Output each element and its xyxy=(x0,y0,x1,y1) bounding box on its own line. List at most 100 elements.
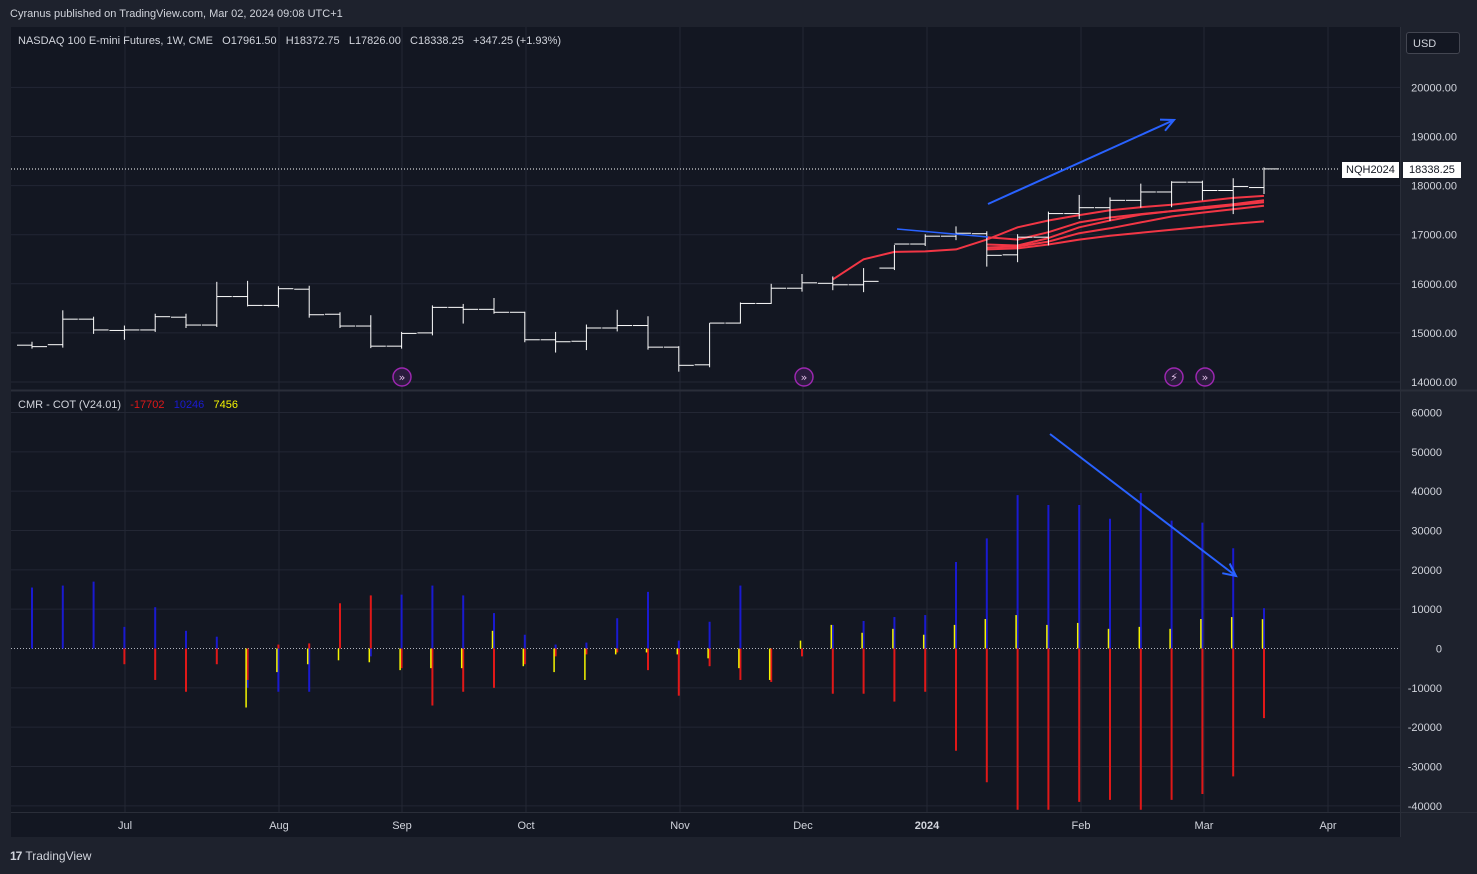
ohlc-bar xyxy=(109,325,140,340)
event-marker-glyph: » xyxy=(1202,371,1209,384)
ohlc-bar xyxy=(1156,181,1187,208)
time-tick-label: Nov xyxy=(670,820,690,832)
ohlc-bars xyxy=(17,167,1279,372)
ohlc-bar xyxy=(1064,194,1095,219)
price-tick-label: 17000.00 xyxy=(1411,230,1457,242)
time-tick-label: Aug xyxy=(269,820,289,832)
chart-area[interactable] xyxy=(11,27,1400,837)
indicator-tick-label: 40000 xyxy=(1411,486,1442,498)
indicator-value-red: -17702 xyxy=(130,399,165,411)
indicator-tick-label: -40000 xyxy=(1408,801,1442,813)
time-tick-label: Dec xyxy=(793,820,813,832)
ohlc-bar xyxy=(1125,183,1156,208)
trend-annotations xyxy=(896,118,1238,578)
event-marker-icon[interactable]: » xyxy=(392,367,412,387)
ohlc-bar xyxy=(17,341,47,349)
ohlc-bar xyxy=(232,280,263,307)
symbol-price-tag: NQH2024 xyxy=(1342,162,1399,178)
time-tick-label: Mar xyxy=(1195,820,1214,832)
price-tick-label: 16000.00 xyxy=(1411,279,1457,291)
legend-low: 17826.00 xyxy=(354,35,401,47)
ohlc-bar xyxy=(417,305,448,336)
time-axis: Jul Aug Sep Oct Nov Dec 2024 Feb Mar Apr xyxy=(118,820,1337,832)
ohlc-bar xyxy=(725,302,756,324)
event-marker-glyph: » xyxy=(801,371,808,384)
event-marker-circle xyxy=(1195,367,1215,387)
ohlc-bar xyxy=(694,322,725,368)
ohlc-bar xyxy=(78,316,109,334)
indicator-value-blue: 10246 xyxy=(173,399,205,411)
moving-average-line xyxy=(986,220,1265,251)
legend-open: 17961.50 xyxy=(230,35,277,47)
indicator-tick-label: -30000 xyxy=(1408,761,1442,773)
ohlc-bar xyxy=(663,346,694,372)
ohlc-bar xyxy=(140,313,171,332)
ohlc-bar xyxy=(1187,180,1218,201)
ohlc-bar xyxy=(879,243,910,271)
trend-arrow[interactable] xyxy=(987,118,1177,205)
time-tick-label: Sep xyxy=(392,820,412,832)
event-marker-icon[interactable]: » xyxy=(794,367,814,387)
price-tick-label: 18000.00 xyxy=(1411,181,1457,193)
ohlc-bar xyxy=(756,283,787,304)
ohlc-bar xyxy=(633,316,663,350)
indicator-axis: -40000 -30000 -20000 -10000 0 10000 20000 30000… xyxy=(1408,408,1442,813)
ohlc-bar xyxy=(201,281,232,328)
moving-average-lines xyxy=(832,194,1265,281)
ohlc-bar xyxy=(355,315,386,349)
indicator-tick-label: 60000 xyxy=(1411,408,1442,420)
legend-symbol: NASDAQ 100 E-mini Futures, 1W, CME xyxy=(18,35,213,47)
event-marker-icon[interactable]: » xyxy=(1195,367,1215,387)
legend-high: 18372.75 xyxy=(293,35,340,47)
event-marker-glyph: ⚡ xyxy=(1170,371,1178,384)
ohlc-bar xyxy=(263,286,294,308)
trend-arrow[interactable] xyxy=(1049,433,1238,578)
ohlc-bar xyxy=(571,324,602,351)
moving-average-line xyxy=(986,199,1265,247)
time-tick-label: 2024 xyxy=(915,820,940,832)
trend-arrow-head xyxy=(1159,118,1177,132)
trend-line[interactable] xyxy=(896,228,989,238)
indicator-name: CMR - COT (V24.01) xyxy=(18,399,122,411)
moving-average-line xyxy=(986,204,1265,249)
price-axis: 14000.00 15000.00 16000.00 17000.00 18000.00… xyxy=(1411,82,1457,389)
event-marker-circle xyxy=(392,367,412,387)
legend-open-label: O xyxy=(222,35,231,47)
cot-histogram xyxy=(31,493,1265,810)
ohlc-bar xyxy=(1033,211,1064,246)
ohlc-bar xyxy=(817,276,848,291)
time-tick-label: Apr xyxy=(1319,820,1336,832)
tradingview-logo-mark: 17 xyxy=(10,849,22,863)
price-tick-label: 14000.00 xyxy=(1411,377,1457,389)
tradingview-logo-text: TradingView xyxy=(25,849,92,863)
currency-button[interactable]: USD xyxy=(1406,32,1460,54)
indicator-tick-label: 50000 xyxy=(1411,447,1442,459)
ohlc-bar xyxy=(1095,197,1125,221)
event-marker-glyph: » xyxy=(399,371,406,384)
ohlc-bar xyxy=(325,312,355,328)
tradingview-logo[interactable]: 17 TradingView xyxy=(10,849,91,863)
ohlc-bar xyxy=(294,285,325,318)
event-marker-icon[interactable]: ⚡ xyxy=(1164,367,1184,387)
time-tick-label: Feb xyxy=(1072,820,1091,832)
legend-close-label: C xyxy=(410,35,418,47)
price-tick-label: 20000.00 xyxy=(1411,82,1457,94)
trend-arrow-head xyxy=(1222,563,1238,578)
ohlc-bar xyxy=(47,310,78,348)
time-tick-label: Oct xyxy=(517,820,534,832)
ohlc-bar xyxy=(479,298,509,314)
trend-arrow-shaft xyxy=(987,119,1175,205)
ohlc-bar xyxy=(602,309,633,332)
ohlc-bar xyxy=(171,313,201,328)
event-marker-circle xyxy=(794,367,814,387)
indicator-tick-label: 10000 xyxy=(1411,604,1442,616)
ohlc-bar xyxy=(1218,178,1249,215)
pane-separator xyxy=(11,27,1477,837)
ohlc-bar xyxy=(941,226,971,241)
ohlc-bar xyxy=(1249,167,1279,194)
grid-lines xyxy=(11,27,1400,812)
ohlc-bar xyxy=(787,273,817,292)
ohlc-bar xyxy=(448,303,479,324)
ohlc-bar xyxy=(386,331,417,349)
